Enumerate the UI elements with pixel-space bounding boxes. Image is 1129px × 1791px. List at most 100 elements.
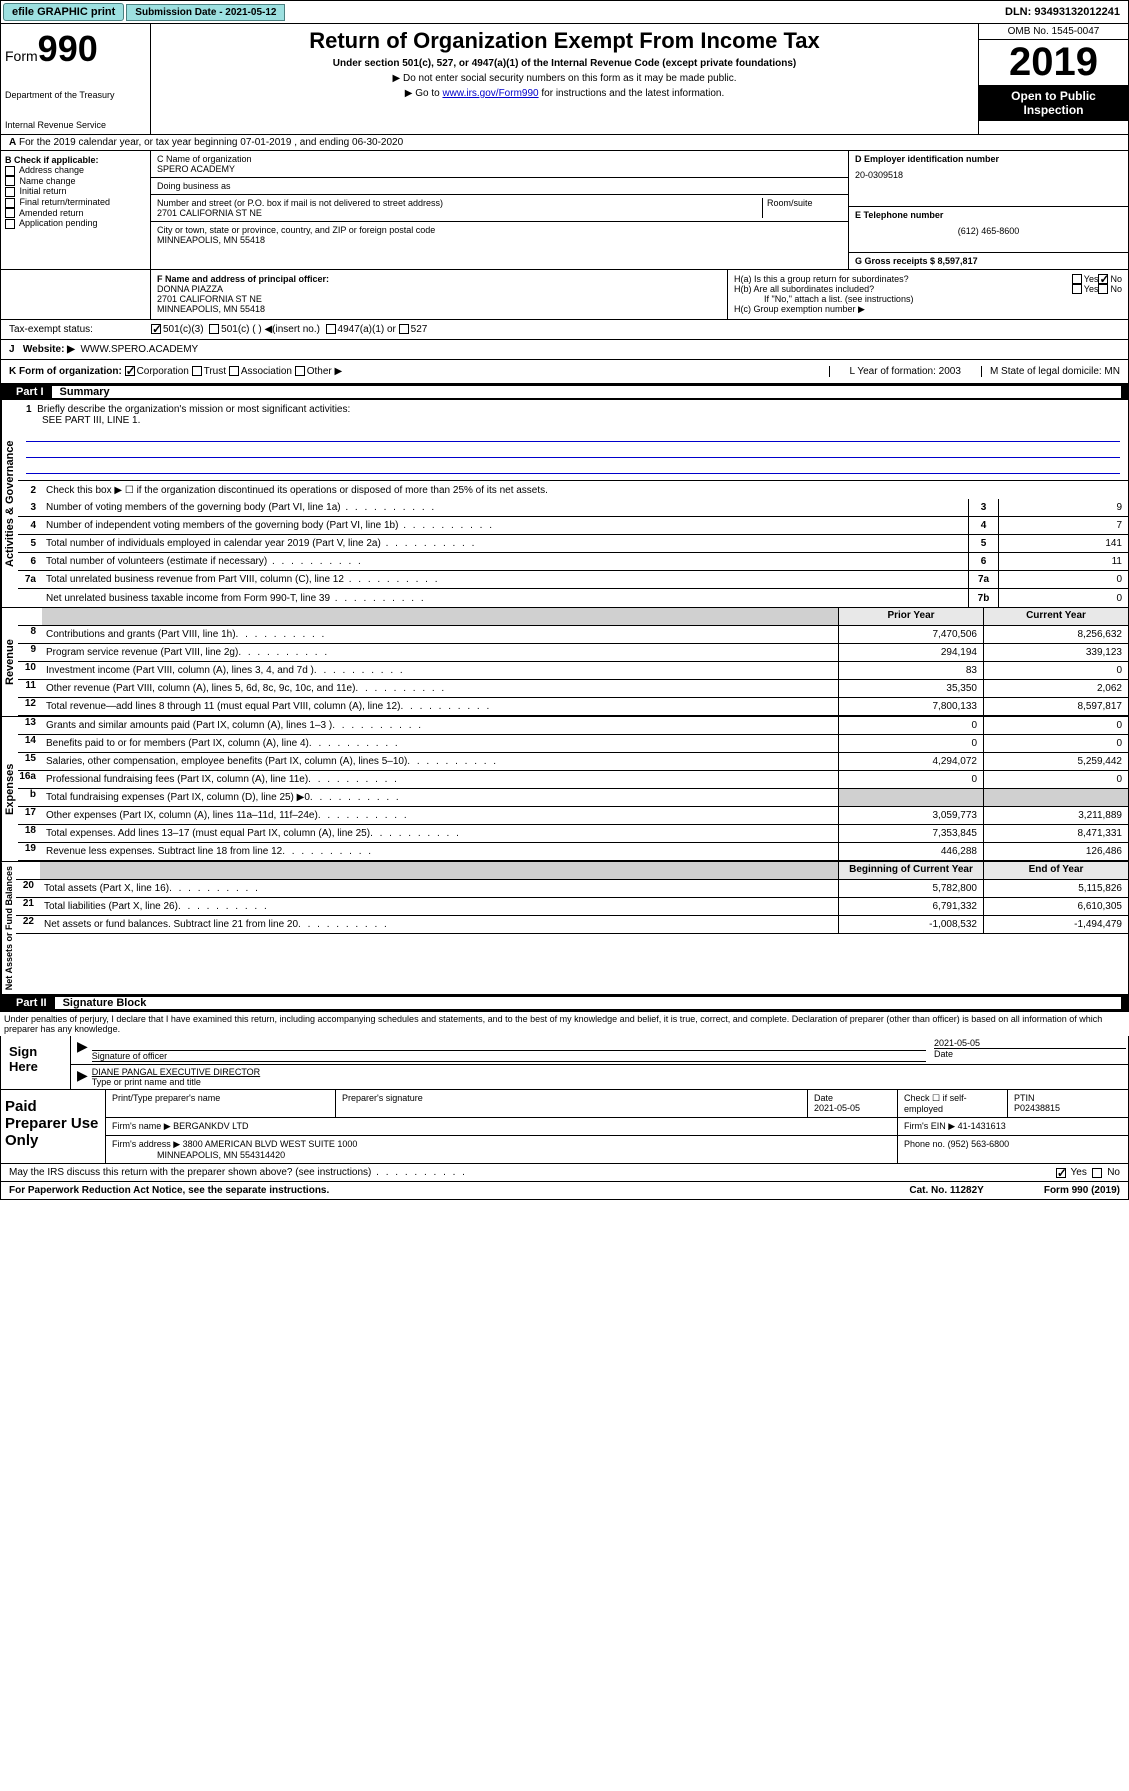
hb-yes-checkbox[interactable] [1072, 284, 1082, 294]
org-info-col: C Name of organization SPERO ACADEMY Doi… [151, 151, 848, 269]
ein-phone-col: D Employer identification number 20-0309… [848, 151, 1128, 269]
check-final-return-terminated-checkbox[interactable] [5, 198, 15, 208]
tax-status-row: Tax-exempt status: 501(c)(3) 501(c) ( ) … [0, 320, 1129, 340]
hb-no-checkbox[interactable] [1098, 284, 1108, 294]
hc-label: H(c) Group exemption number ▶ [734, 304, 1122, 315]
state-domicile: M State of legal domicile: MN [981, 366, 1120, 377]
revenue-label: Revenue [1, 608, 18, 716]
prep-date-label: Date [814, 1093, 833, 1103]
instruction-2: ▶ Go to www.irs.gov/Form990 for instruct… [155, 88, 974, 99]
assoc-label: Association [241, 366, 292, 377]
preparer-name-row: Print/Type preparer's name Preparer's si… [106, 1090, 1128, 1118]
part2-title: Signature Block [55, 997, 1121, 1009]
sig-date: 2021-05-05 [934, 1038, 1126, 1048]
check-address-change-checkbox[interactable] [5, 166, 15, 176]
check-item: Application pending [5, 218, 146, 229]
form-ref: Form 990 (2019) [1044, 1185, 1120, 1196]
website-label: Website: ▶ [23, 344, 75, 355]
form-label: Form [5, 48, 38, 64]
discuss-text: May the IRS discuss this return with the… [9, 1167, 467, 1178]
opt-527: 527 [411, 324, 428, 335]
firm-name-label: Firm's name ▶ [112, 1121, 171, 1131]
form990-link[interactable]: www.irs.gov/Form990 [442, 88, 538, 99]
501c3-checkbox[interactable] [151, 324, 161, 334]
form-990-number: 990 [38, 28, 98, 69]
efile-print-button[interactable]: efile GRAPHIC print [3, 3, 124, 21]
opt-4947: 4947(a)(1) or [338, 324, 396, 335]
city-label: City or town, state or province, country… [157, 225, 842, 235]
revenue-content: Prior Year Current Year 8Contributions a… [18, 608, 1128, 716]
assoc-checkbox[interactable] [229, 366, 239, 376]
mission-box: 1 Briefly describe the organization's mi… [18, 400, 1128, 481]
print-name-label: Type or print name and title [92, 1077, 1126, 1087]
check-initial-return-checkbox[interactable] [5, 187, 15, 197]
check-amended-return-checkbox[interactable] [5, 208, 15, 218]
officer-label: F Name and address of principal officer: [157, 274, 721, 284]
addr-label: Number and street (or P.O. box if mail i… [157, 198, 762, 208]
instruction-1: ▶ Do not enter social security numbers o… [155, 73, 974, 84]
ha-label: H(a) Is this a group return for subordin… [734, 274, 1072, 284]
officer-print-name: DIANE PANGAL EXECUTIVE DIRECTOR [92, 1067, 1126, 1077]
check-application-pending-checkbox[interactable] [5, 219, 15, 229]
arrow-icon: ▶ [77, 1067, 88, 1087]
prep-sig-label: Preparer's signature [336, 1090, 808, 1117]
summary-line: Net unrelated business taxable income fr… [18, 589, 1128, 607]
corp-checkbox[interactable] [125, 366, 135, 376]
org-address: 2701 CALIFORNIA ST NE [157, 208, 762, 218]
firm-ein-label: Firm's EIN ▶ [904, 1121, 955, 1131]
submission-date: Submission Date - 2021-05-12 [126, 4, 285, 21]
dln-number: DLN: 93493132012241 [997, 4, 1128, 20]
4947-checkbox[interactable] [326, 324, 336, 334]
summary-line: 16aProfessional fundraising fees (Part I… [18, 771, 1128, 789]
hb-note: If "No," attach a list. (see instruction… [734, 294, 1122, 304]
check-item: Amended return [5, 208, 146, 219]
org-name: SPERO ACADEMY [157, 164, 842, 174]
ptin-value: P02438815 [1014, 1103, 1060, 1113]
summary-line: 13Grants and similar amounts paid (Part … [18, 717, 1128, 735]
opt-501c: 501(c) ( ) ◀(insert no.) [221, 324, 320, 335]
dba-label: Doing business as [157, 181, 842, 191]
gross-receipts-field: G Gross receipts $ 8,597,817 [849, 253, 1128, 269]
discuss-no-checkbox[interactable] [1092, 1168, 1102, 1178]
org-name-field: C Name of organization SPERO ACADEMY [151, 151, 848, 178]
dba-field: Doing business as [151, 178, 848, 195]
firm-addr: 3800 AMERICAN BLVD WEST SUITE 1000 [183, 1139, 358, 1149]
discuss-yes-checkbox[interactable] [1056, 1168, 1066, 1178]
hb-label: H(b) Are all subordinates included? [734, 284, 1072, 294]
netassets-content: Beginning of Current Year End of Year 20… [16, 862, 1128, 994]
open-public-badge: Open to Public Inspection [979, 85, 1128, 121]
mission-line [26, 444, 1120, 458]
ha-no-checkbox[interactable] [1098, 274, 1108, 284]
ha-yes-checkbox[interactable] [1072, 274, 1082, 284]
prior-year-hdr: Prior Year [838, 608, 983, 625]
summary-line: 11Other revenue (Part VIII, column (A), … [18, 680, 1128, 698]
trust-label: Trust [204, 366, 226, 377]
501c-checkbox[interactable] [209, 324, 219, 334]
other-checkbox[interactable] [295, 366, 305, 376]
q1-answer: SEE PART III, LINE 1. [26, 415, 1120, 426]
trust-checkbox[interactable] [192, 366, 202, 376]
summary-line: 15Salaries, other compensation, employee… [18, 753, 1128, 771]
discuss-row: May the IRS discuss this return with the… [0, 1164, 1129, 1182]
check-name-change-checkbox[interactable] [5, 176, 15, 186]
sign-content: ▶ Signature of officer 2021-05-05Date ▶ … [71, 1036, 1128, 1089]
527-checkbox[interactable] [399, 324, 409, 334]
cur-year-hdr: Current Year [983, 608, 1128, 625]
sign-here-label: Sign Here [1, 1036, 71, 1089]
dept-treasury: Department of the Treasury [5, 90, 146, 100]
top-bar: efile GRAPHIC print Submission Date - 20… [0, 0, 1129, 24]
org-city: MINNEAPOLIS, MN 55418 [157, 235, 842, 245]
firm-phone-label: Phone no. [904, 1139, 945, 1149]
summary-line: 14Benefits paid to or for members (Part … [18, 735, 1128, 753]
firm-addr-label: Firm's address ▶ [112, 1139, 180, 1149]
part1-header: Part I Summary [0, 384, 1129, 400]
governance-content: 1 Briefly describe the organization's mi… [18, 400, 1128, 607]
yes-label: Yes [1071, 1167, 1087, 1178]
date-label: Date [934, 1048, 1126, 1059]
summary-line: 5Total number of individuals employed in… [18, 535, 1128, 553]
summary-line: 18Total expenses. Add lines 13–17 (must … [18, 825, 1128, 843]
firm-ein: 41-1431613 [958, 1121, 1006, 1131]
form-number-box: Form990 Department of the Treasury Inter… [1, 24, 151, 134]
print-label: Print/Type preparer's name [106, 1090, 336, 1117]
irs-label: Internal Revenue Service [5, 120, 146, 130]
